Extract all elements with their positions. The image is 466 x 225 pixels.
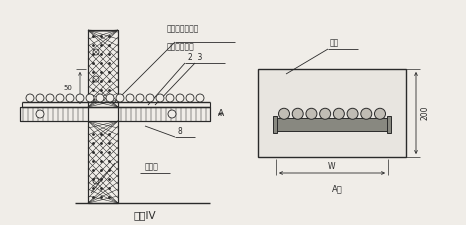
Text: 2  3: 2 3	[188, 53, 202, 62]
Bar	[276, 118, 388, 130]
Circle shape	[46, 94, 54, 102]
Circle shape	[36, 110, 44, 118]
Circle shape	[375, 108, 385, 119]
Text: 混凝土: 混凝土	[145, 162, 159, 171]
Circle shape	[36, 94, 44, 102]
Text: 管口内封堵防火: 管口内封堵防火	[167, 24, 199, 33]
Circle shape	[361, 108, 372, 119]
Bar	[273, 116, 277, 133]
Text: W: W	[328, 162, 336, 171]
Circle shape	[56, 94, 64, 102]
Circle shape	[306, 108, 317, 119]
Circle shape	[126, 94, 134, 102]
Circle shape	[166, 94, 174, 102]
Bar	[88, 30, 118, 107]
Bar	[20, 107, 88, 121]
Circle shape	[186, 94, 194, 102]
Circle shape	[279, 108, 289, 119]
Circle shape	[347, 108, 358, 119]
Circle shape	[196, 94, 204, 102]
Bar	[88, 121, 118, 203]
Text: 8: 8	[177, 127, 182, 136]
Circle shape	[146, 94, 154, 102]
Circle shape	[66, 94, 74, 102]
Bar	[88, 121, 118, 203]
Circle shape	[168, 110, 176, 118]
Circle shape	[106, 94, 114, 102]
Bar	[258, 69, 406, 157]
Text: 堵料或石棉绳: 堵料或石棉绳	[167, 42, 195, 51]
Bar	[20, 107, 88, 121]
Bar	[88, 30, 118, 107]
Circle shape	[333, 108, 344, 119]
Bar	[118, 107, 210, 121]
Text: 方案IV: 方案IV	[134, 210, 156, 220]
Text: A向: A向	[332, 184, 343, 194]
Circle shape	[26, 94, 34, 102]
Circle shape	[116, 94, 124, 102]
Bar	[387, 116, 391, 133]
Circle shape	[156, 94, 164, 102]
Circle shape	[292, 108, 303, 119]
Text: 50: 50	[63, 85, 72, 91]
Circle shape	[86, 94, 94, 102]
Circle shape	[176, 94, 184, 102]
Circle shape	[96, 94, 104, 102]
Circle shape	[320, 108, 331, 119]
Circle shape	[136, 94, 144, 102]
Bar	[118, 107, 210, 121]
Circle shape	[76, 94, 84, 102]
Text: 墙钢: 墙钢	[330, 38, 339, 47]
Text: A: A	[218, 110, 224, 119]
Text: 200: 200	[420, 106, 429, 120]
